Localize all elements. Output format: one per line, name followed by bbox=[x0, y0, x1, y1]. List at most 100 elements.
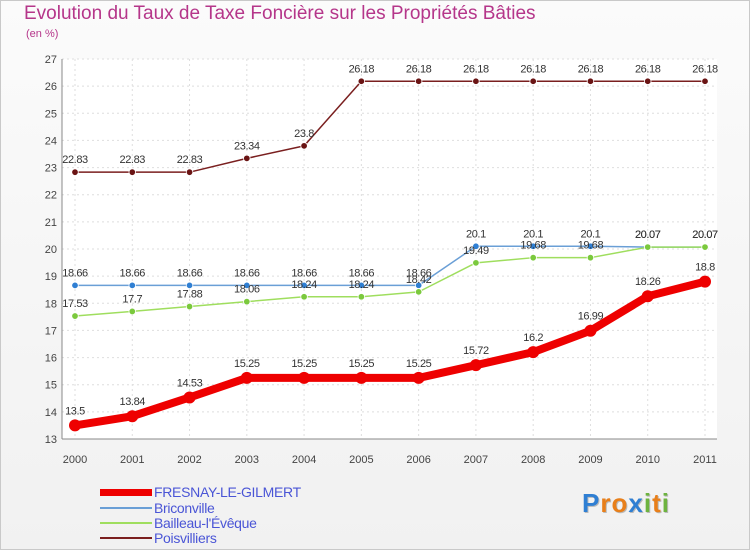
data-point bbox=[298, 371, 311, 384]
x-tick-label: 2002 bbox=[177, 454, 201, 466]
data-label: 19.49 bbox=[463, 245, 489, 257]
data-label: 15.25 bbox=[349, 358, 375, 370]
data-point bbox=[701, 243, 709, 251]
data-label: 15.25 bbox=[406, 358, 432, 370]
y-tick-label: 27 bbox=[45, 54, 57, 66]
legend-swatch-fresnay bbox=[100, 489, 152, 496]
data-point bbox=[71, 168, 79, 176]
data-point bbox=[185, 302, 194, 311]
data-point bbox=[527, 346, 540, 359]
data-label: 18.66 bbox=[291, 267, 317, 279]
data-point bbox=[414, 288, 423, 296]
data-point bbox=[586, 253, 595, 262]
chart-title: Evolution du Taux de Taxe Foncière sur l… bbox=[24, 3, 536, 24]
data-label: 13.84 bbox=[120, 396, 146, 408]
data-point bbox=[71, 281, 79, 290]
data-point bbox=[357, 281, 366, 290]
legend-swatch-briconville bbox=[100, 507, 152, 509]
logo-letter: i bbox=[643, 488, 653, 518]
legend-label-bailleau: Bailleau-l'Évêque bbox=[154, 515, 257, 531]
data-point bbox=[128, 281, 136, 290]
data-point bbox=[469, 359, 482, 372]
logo-letter: t bbox=[652, 488, 662, 518]
legend-label-fresnay: FRESNAY-LE-GILMERT bbox=[154, 484, 301, 500]
y-tick-label: 14 bbox=[45, 407, 57, 419]
y-unit-label: (en %) bbox=[26, 28, 59, 40]
data-point bbox=[357, 293, 366, 301]
data-label: 15.25 bbox=[234, 358, 260, 370]
series-line bbox=[74, 246, 705, 317]
data-label: 18.8 bbox=[695, 262, 715, 274]
data-point bbox=[529, 77, 537, 85]
y-tick-label: 20 bbox=[45, 244, 57, 256]
data-point bbox=[357, 77, 366, 85]
data-label: 20.1 bbox=[581, 228, 601, 240]
logo-letter: o bbox=[611, 488, 629, 518]
data-label: 20.07 bbox=[635, 229, 661, 241]
series-line bbox=[75, 245, 705, 287]
legend-item-fresnay: FRESNAY-LE-GILMERT bbox=[100, 484, 360, 500]
x-tick-label: 2011 bbox=[693, 454, 717, 466]
data-label: 18.42 bbox=[406, 274, 432, 286]
data-point bbox=[243, 154, 251, 163]
y-tick-label: 15 bbox=[45, 380, 57, 392]
data-label: 17.53 bbox=[62, 298, 88, 310]
x-tick-label: 2001 bbox=[120, 454, 144, 466]
data-point bbox=[240, 371, 253, 384]
legend-swatch-poisvilliers bbox=[100, 537, 152, 539]
x-tick-label: 2007 bbox=[464, 454, 488, 466]
data-label: 14.53 bbox=[177, 377, 203, 389]
data-label: 18.66 bbox=[234, 267, 260, 279]
data-label: 16.99 bbox=[578, 311, 604, 323]
data-point bbox=[185, 281, 194, 290]
data-label: 19.68 bbox=[520, 240, 546, 252]
data-point bbox=[699, 275, 711, 288]
data-point bbox=[529, 253, 537, 262]
y-tick-label: 24 bbox=[45, 135, 57, 147]
y-tick-label: 26 bbox=[45, 81, 57, 93]
legend-swatch-bailleau bbox=[100, 522, 152, 524]
data-point bbox=[641, 290, 654, 303]
data-point bbox=[243, 297, 251, 306]
data-label: 22.83 bbox=[120, 154, 146, 166]
data-label: 18.66 bbox=[177, 267, 203, 279]
data-point bbox=[472, 259, 480, 267]
data-label: 17.88 bbox=[177, 289, 203, 301]
data-point bbox=[644, 243, 652, 251]
data-point bbox=[584, 324, 597, 337]
logo-letter: x bbox=[628, 488, 644, 518]
logo-letter: P bbox=[582, 488, 601, 518]
data-point bbox=[300, 293, 308, 301]
data-point bbox=[701, 77, 709, 85]
data-point bbox=[472, 242, 480, 250]
data-label: 18.66 bbox=[62, 267, 88, 279]
y-tick-label: 25 bbox=[45, 108, 57, 120]
data-point bbox=[300, 281, 308, 290]
legend-label-poisvilliers: Poisvilliers bbox=[154, 530, 217, 546]
data-label: 18.26 bbox=[635, 276, 661, 288]
data-point bbox=[183, 391, 196, 404]
y-tick-label: 22 bbox=[45, 190, 57, 202]
data-label: 20.07 bbox=[692, 229, 718, 241]
legend-item-briconville: Briconville bbox=[100, 500, 360, 516]
data-point bbox=[243, 281, 251, 290]
data-label: 15.72 bbox=[463, 345, 489, 357]
x-tick-label: 2005 bbox=[349, 454, 373, 466]
data-point bbox=[128, 168, 136, 176]
legend-item-bailleau: Bailleau-l'Évêque bbox=[100, 515, 360, 531]
data-label: 15.25 bbox=[291, 358, 317, 370]
data-label: 22.83 bbox=[62, 154, 88, 166]
x-tick-label: 2009 bbox=[578, 454, 602, 466]
data-label: 18.24 bbox=[291, 279, 317, 291]
data-point bbox=[644, 77, 652, 85]
data-label: 20.07 bbox=[635, 229, 661, 241]
data-label: 18.06 bbox=[234, 284, 260, 296]
x-tick-label: 2003 bbox=[235, 454, 259, 466]
x-tick-label: 2006 bbox=[406, 454, 430, 466]
data-label: 18.66 bbox=[120, 267, 146, 279]
series-line bbox=[74, 277, 706, 430]
data-label: 20.1 bbox=[523, 228, 543, 240]
data-label: 26.18 bbox=[520, 63, 546, 75]
data-label: 22.83 bbox=[177, 154, 203, 166]
